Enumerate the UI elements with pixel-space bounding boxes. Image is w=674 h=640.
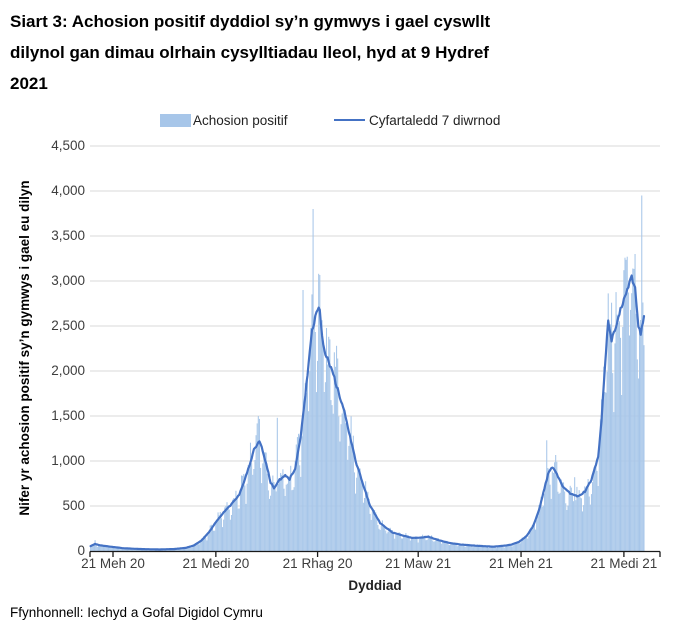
line-swatch-icon — [334, 119, 365, 121]
y-tick-label: 1,500 — [51, 408, 85, 423]
x-tick-label: 21 Maw 21 — [385, 556, 452, 571]
y-tick-label: 0 — [77, 543, 85, 558]
x-tick-label: 21 Meh 21 — [489, 556, 553, 571]
legend-label: Achosion positif — [193, 112, 288, 128]
legend-item-positive-cases: Achosion positif — [160, 111, 288, 129]
x-axis-title: Dyddiad — [348, 578, 402, 593]
y-tick-label: 3,000 — [51, 273, 85, 288]
x-tick-label: 21 Medi 20 — [182, 556, 250, 571]
legend: Achosion positif Cyfartaledd 7 diwrnod — [0, 111, 674, 131]
chart-title: Siart 3: Achosion positif dyddiol sy’n g… — [10, 12, 491, 93]
y-tick-label: 1,000 — [51, 453, 85, 468]
legend-item-7day-average: Cyfartaledd 7 diwrnod — [334, 111, 500, 129]
y-tick-label: 2,500 — [51, 318, 85, 333]
y-tick-label: 2,000 — [51, 363, 85, 378]
y-tick-label: 4,500 — [51, 138, 85, 153]
average-line-series — [89, 274, 646, 551]
x-tick-label: 21 Rhag 20 — [282, 556, 353, 571]
daily-bars-series — [90, 195, 645, 551]
y-tick-label: 3,500 — [51, 228, 85, 243]
y-tick-label: 4,000 — [51, 183, 85, 198]
x-tick-label: 21 Meh 20 — [81, 556, 145, 571]
legend-label: Cyfartaledd 7 diwrnod — [369, 112, 501, 128]
y-tick-label: 500 — [62, 498, 85, 513]
x-tick-label: 21 Medi 21 — [590, 556, 658, 571]
bar-swatch-icon — [160, 113, 191, 127]
source-note: Ffynhonnell: Iechyd a Gofal Digidol Cymr… — [10, 605, 263, 620]
